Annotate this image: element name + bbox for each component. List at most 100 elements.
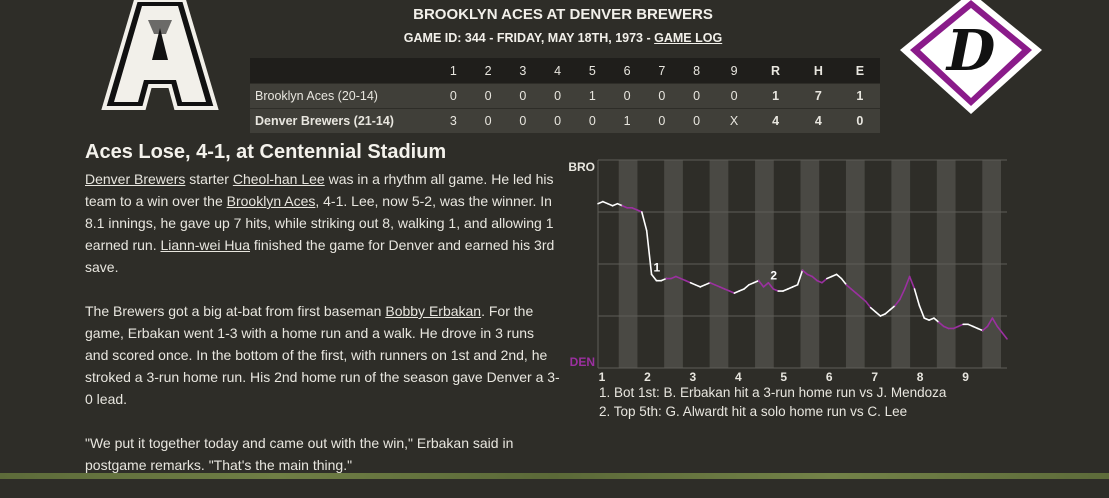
inning-score: 3 <box>436 108 471 133</box>
team-link-denver[interactable]: Denver Brewers <box>85 171 186 187</box>
inning-score: 0 <box>609 83 645 109</box>
win-probability-segment <box>879 313 887 317</box>
win-probability-segment <box>684 279 692 284</box>
inning-score: 0 <box>714 83 755 109</box>
x-tick-label: 6 <box>826 370 833 384</box>
win-probability-segment <box>767 281 775 290</box>
win-probability-segment <box>714 284 721 288</box>
article-body: Denver Brewers starter Cheol-han Lee was… <box>85 168 560 498</box>
team-name: Brooklyn Aces (20-14) <box>250 83 436 109</box>
x-tick-label: 1 <box>599 370 606 384</box>
brewers-logo: D <box>900 0 1042 114</box>
x-tick-label: 9 <box>962 370 969 384</box>
win-probability-segment <box>621 204 629 209</box>
inning-header: 3 <box>505 58 541 84</box>
win-probability-segment <box>806 273 814 278</box>
win-probability-segment <box>650 273 658 282</box>
win-probability-segment <box>728 290 736 294</box>
win-probability-chart: BRO DEN 1 2 3 4 5 6 7 8 9 1 2 <box>568 159 1008 384</box>
article-text: . For the game, Erbakan went 1-3 with a … <box>85 303 560 407</box>
win-probability-segment <box>811 275 818 282</box>
player-link-lee[interactable]: Cheol-han Lee <box>232 171 325 187</box>
win-probability-segment <box>709 281 716 286</box>
inning-score: X <box>714 108 755 133</box>
article-text: finished the game for Denver and earned … <box>85 237 555 275</box>
inning-score: 0 <box>540 108 575 133</box>
win-probability-segment <box>967 323 974 328</box>
win-probability-segment <box>976 327 984 332</box>
win-probability-segment <box>826 275 833 280</box>
win-probability-segment <box>850 288 857 294</box>
team-link-brooklyn[interactable]: Brooklyn Aces <box>226 193 316 209</box>
win-probability-segment <box>918 304 926 319</box>
inning-score: 0 <box>470 83 506 109</box>
game-log-link[interactable]: GAME LOG <box>654 31 723 45</box>
win-probability-segment <box>762 281 770 288</box>
win-probability-segment <box>840 277 848 286</box>
inning-score: 0 <box>436 83 471 109</box>
win-probability-segment <box>816 279 823 284</box>
inning-header: 5 <box>575 58 610 84</box>
errors-total: 1 <box>839 83 880 109</box>
inning-score: 0 <box>644 83 680 109</box>
win-probability-segment <box>835 273 843 280</box>
win-probability-segment <box>1001 331 1008 340</box>
win-probability-segment <box>938 321 945 328</box>
runs-total: 4 <box>754 108 797 133</box>
game-id-date: GAME ID: 344 - FRIDAY, MAY 18TH, 1973 - <box>403 31 655 45</box>
win-probability-segment <box>782 288 789 292</box>
event-marker: 2 <box>770 269 777 283</box>
inning-score: 0 <box>679 83 714 109</box>
win-probability-segment <box>991 317 999 328</box>
inning-score: 0 <box>644 108 680 133</box>
linescore-header-row: 1 2 3 4 5 6 7 8 9 R H E <box>250 58 880 84</box>
inning-score: 1 <box>575 83 610 109</box>
win-probability-segment <box>933 317 940 324</box>
win-probability-segment <box>616 202 624 207</box>
win-probability-segment <box>894 298 901 307</box>
win-probability-segment <box>903 275 911 290</box>
player-link-hua[interactable]: Liann-wei Hua <box>160 237 251 253</box>
win-probability-segment <box>986 317 994 328</box>
x-tick-label: 2 <box>644 370 651 384</box>
errors-total: 0 <box>839 108 880 133</box>
runs-header: R <box>754 58 797 84</box>
errors-header: E <box>839 58 880 84</box>
win-probability-segment <box>791 284 799 288</box>
inning-score: 0 <box>575 108 610 133</box>
inning-score: 1 <box>609 108 645 133</box>
win-probability-segment <box>830 273 838 278</box>
win-probability-segment <box>787 286 794 290</box>
team-column-header <box>250 58 436 84</box>
win-probability-segment <box>748 281 755 286</box>
win-probability-segment <box>957 323 964 328</box>
y-label-top: BRO <box>568 160 595 174</box>
win-probability-segment <box>738 288 745 292</box>
aces-logo <box>101 0 219 110</box>
win-probability-segment <box>923 317 930 321</box>
win-probability-segment <box>694 284 702 288</box>
brewers-logo-letter: D <box>945 18 996 84</box>
inning-header: 9 <box>714 58 755 84</box>
inning-header: 2 <box>470 58 506 84</box>
team-name: Denver Brewers (21-14) <box>250 108 436 133</box>
player-link-erbakan[interactable]: Bobby Erbakan <box>385 303 482 319</box>
win-probability-segment <box>679 277 687 282</box>
win-probability-segment <box>670 275 677 280</box>
home-team-row: Denver Brewers (21-14) 3 0 0 0 0 1 0 0 X… <box>250 108 880 133</box>
inning-header: 1 <box>436 58 471 84</box>
inning-score: 0 <box>505 108 541 133</box>
win-probability-segment <box>821 277 828 284</box>
y-label-bottom: DEN <box>570 355 595 369</box>
win-probability-segment <box>597 200 604 205</box>
chart-note: 1. Bot 1st: B. Erbakan hit a 3-run home … <box>599 385 947 400</box>
field-grass-strip <box>0 473 1109 479</box>
article-headline: Aces Lose, 4-1, at Centennial Stadium <box>85 141 447 163</box>
win-probability-segment <box>675 275 682 280</box>
game-info: GAME ID: 344 - FRIDAY, MAY 18TH, 1973 - … <box>250 31 876 45</box>
win-probability-segment <box>631 207 638 211</box>
win-probability-segment <box>884 308 891 315</box>
x-tick-label: 4 <box>735 370 742 384</box>
win-probability-segment <box>981 325 989 332</box>
linescore-table: 1 2 3 4 5 6 7 8 9 R H E Brooklyn Aces (2… <box>250 58 880 133</box>
